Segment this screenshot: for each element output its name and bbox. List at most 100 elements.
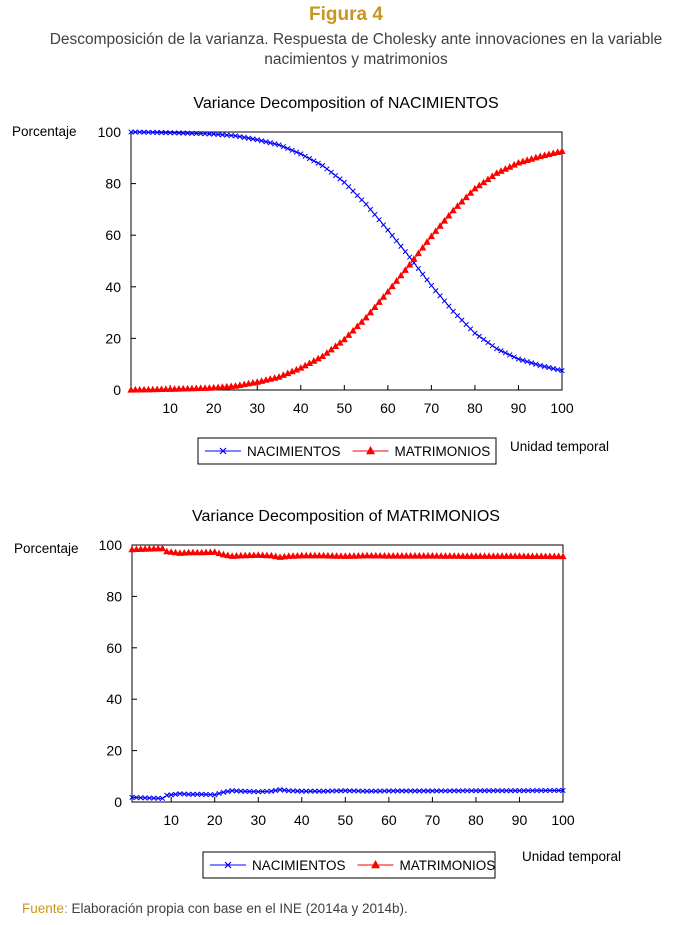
legend-label-matrimonios: MATRIMONIOS: [395, 444, 491, 459]
legend-label-matrimonios: MATRIMONIOS: [400, 858, 496, 873]
point-matrimonios: [362, 313, 370, 321]
point-nacimientos: [468, 788, 475, 794]
point-nacimientos: [264, 788, 270, 795]
point-nacimientos: [542, 787, 549, 794]
point-nacimientos: [399, 788, 405, 794]
x-tick-label: 50: [337, 400, 353, 416]
point-nacimientos: [433, 288, 439, 294]
point-matrimonios: [436, 222, 444, 229]
point-nacimientos: [128, 129, 134, 135]
point-matrimonios: [211, 548, 219, 555]
point-nacimientos: [325, 788, 331, 794]
point-nacimientos: [320, 788, 327, 794]
x-tick-label: 70: [424, 400, 440, 416]
y-tick-label: 20: [106, 743, 122, 759]
point-nacimientos: [238, 788, 244, 794]
x-tick-label: 100: [550, 400, 574, 416]
point-nacimientos: [286, 788, 292, 794]
point-nacimientos: [151, 795, 157, 801]
x-tick-label: 70: [425, 812, 441, 828]
x-axis-label: Unidad temporal: [522, 849, 621, 864]
point-nacimientos: [211, 131, 217, 137]
point-nacimientos: [495, 788, 501, 794]
point-matrimonios: [449, 206, 457, 214]
point-matrimonios: [453, 202, 462, 209]
point-nacimientos: [141, 129, 147, 135]
point-nacimientos: [421, 788, 427, 794]
point-nacimientos: [515, 356, 522, 362]
point-nacimientos: [434, 788, 440, 794]
point-nacimientos: [254, 137, 260, 143]
point-nacimientos: [324, 166, 330, 172]
point-matrimonios: [292, 365, 301, 373]
source-note: Fuente: Elaboración propia con base en e…: [22, 901, 408, 916]
point-matrimonios: [406, 260, 414, 268]
point-matrimonios: [559, 552, 567, 560]
point-nacimientos: [394, 788, 401, 794]
point-nacimientos: [412, 788, 418, 794]
point-nacimientos: [424, 277, 430, 283]
point-matrimonios: [371, 303, 379, 311]
point-nacimientos: [198, 130, 204, 137]
point-nacimientos: [158, 129, 165, 136]
x-tick-label: 50: [338, 812, 354, 828]
point-nacimientos: [146, 795, 153, 801]
legend-marker-matrimonios: [371, 860, 381, 869]
point-nacimientos: [203, 791, 209, 798]
point-nacimientos: [316, 788, 322, 794]
point-nacimientos: [442, 788, 449, 794]
point-nacimientos: [306, 155, 313, 162]
point-nacimientos: [289, 147, 295, 153]
point-nacimientos: [164, 792, 170, 798]
point-nacimientos: [355, 788, 362, 794]
point-nacimientos: [216, 790, 222, 797]
point-nacimientos: [529, 787, 536, 794]
point-matrimonios: [414, 249, 422, 257]
point-nacimientos: [551, 787, 557, 794]
point-nacimientos: [390, 788, 396, 794]
point-nacimientos: [242, 788, 248, 794]
point-nacimientos: [245, 135, 252, 141]
point-nacimientos: [447, 788, 453, 794]
legend-marker-matrimonios: [366, 446, 376, 455]
point-nacimientos: [342, 788, 348, 794]
point-matrimonios: [419, 243, 427, 251]
point-nacimientos: [285, 145, 291, 152]
point-nacimientos: [499, 788, 505, 794]
x-tick-label: 60: [381, 812, 397, 828]
x-tick-label: 20: [206, 400, 222, 416]
point-matrimonios: [327, 345, 335, 353]
point-matrimonios: [493, 169, 501, 176]
point-matrimonios: [401, 266, 409, 273]
point-nacimientos: [476, 333, 482, 339]
point-nacimientos: [258, 138, 265, 144]
point-matrimonios: [471, 184, 479, 192]
y-tick-label: 40: [106, 691, 122, 707]
point-nacimientos: [490, 788, 496, 794]
point-matrimonios: [358, 318, 366, 325]
point-matrimonios: [427, 232, 435, 240]
point-matrimonios: [480, 178, 488, 186]
x-axis-label: Unidad temporal: [510, 439, 609, 454]
legend-label-nacimientos: NACIMIENTOS: [252, 858, 346, 873]
point-nacimientos: [559, 367, 565, 374]
point-nacimientos: [537, 362, 543, 369]
point-nacimientos: [521, 788, 527, 794]
point-nacimientos: [480, 336, 487, 343]
point-nacimientos: [560, 787, 566, 794]
point-matrimonios: [272, 552, 280, 560]
point-nacimientos: [255, 789, 261, 795]
point-nacimientos: [263, 139, 269, 145]
point-nacimientos: [498, 348, 504, 354]
point-nacimientos: [403, 788, 409, 794]
point-matrimonios: [445, 211, 453, 219]
point-nacimientos: [528, 360, 535, 366]
point-matrimonios: [318, 352, 327, 360]
point-nacimientos: [360, 788, 366, 794]
point-nacimientos: [281, 787, 288, 793]
point-nacimientos: [172, 791, 179, 797]
point-nacimientos: [311, 158, 317, 164]
y-tick-label: 60: [105, 227, 121, 243]
point-nacimientos: [525, 787, 531, 794]
point-nacimientos: [215, 131, 221, 138]
